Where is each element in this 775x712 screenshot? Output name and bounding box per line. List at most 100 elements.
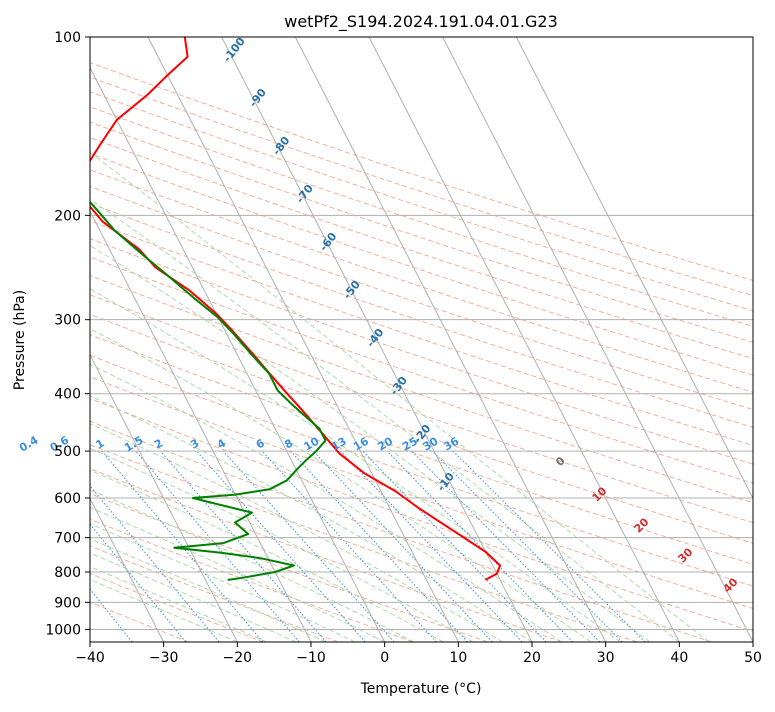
mixing-ratio-label: 0.4 — [17, 433, 41, 454]
x-tick-label: 50 — [744, 650, 762, 666]
y-tick-label: 400 — [54, 387, 81, 403]
mixing-ratio-line — [362, 450, 547, 642]
y-axis: 100 200 300 400 500 600 700 800 900 1000 — [45, 30, 90, 638]
dry-adiabat — [90, 354, 753, 587]
dry-adiabat-label: -100 — [221, 35, 248, 65]
mixing-ratio-line — [222, 450, 395, 642]
dry-adiabat — [90, 121, 753, 343]
mixing-ratio-line — [290, 450, 468, 642]
dry-adiabat — [90, 275, 753, 504]
x-axis: −40 −30 −20 −10 0 10 20 30 40 50 — [75, 642, 762, 666]
isotherm — [368, 37, 680, 642]
moist-adiabat — [90, 151, 710, 642]
dry-adiabat-label: -50 — [341, 278, 364, 302]
dry-adiabat — [90, 169, 753, 393]
isotherm — [90, 353, 238, 642]
dry-adiabat — [90, 601, 189, 642]
dry-adiabat — [90, 313, 753, 544]
moist-adiabat-label: 30 — [676, 545, 696, 565]
x-tick-label: −20 — [223, 650, 253, 666]
dry-adiabat — [90, 238, 753, 465]
isotherm — [515, 37, 753, 500]
x-tick-label: −30 — [149, 650, 179, 666]
mixing-ratio-line — [411, 450, 601, 642]
dry-adiabat — [90, 420, 712, 642]
y-tick-label: 600 — [54, 491, 81, 507]
moist-adiabat-label: 40 — [721, 575, 741, 595]
y-tick-label: 1000 — [45, 622, 81, 638]
background-lines — [90, 62, 753, 642]
mixing-ratio-label: 1 — [94, 437, 107, 452]
x-tick-label: 30 — [597, 650, 615, 666]
dry-adiabat — [90, 468, 563, 642]
isotherm — [294, 37, 607, 642]
dry-adiabat — [90, 185, 753, 411]
dry-adiabat — [90, 137, 753, 360]
mixing-ratio-label: 2 — [152, 437, 165, 452]
mixing-ratio-line — [312, 450, 493, 642]
y-axis-label: Pressure (hPa) — [12, 290, 28, 390]
dry-adiabat — [90, 334, 753, 565]
series-line-2 — [90, 200, 327, 581]
dry-adiabat — [90, 493, 488, 642]
mixing-ratio-label: 6 — [254, 436, 267, 451]
moist-adiabat — [90, 538, 326, 642]
y-tick-label: 100 — [54, 30, 81, 46]
dry-adiabat — [90, 444, 638, 642]
moist-adiabat — [90, 363, 562, 642]
dry-adiabat-label: -40 — [364, 326, 387, 350]
moist-adiabat — [90, 244, 651, 642]
mixing-ratio-line — [386, 450, 574, 642]
dry-adiabat — [90, 573, 264, 642]
grid — [90, 37, 753, 642]
dry-adiabat-label: -60 — [317, 230, 340, 254]
moist-adiabat — [90, 447, 474, 642]
isotherm — [90, 66, 386, 642]
moist-adiabat — [90, 198, 680, 642]
mixing-ratio-line — [431, 450, 623, 642]
x-tick-label: 20 — [523, 650, 541, 666]
mixing-ratio-line — [261, 450, 437, 642]
mixing-ratio-line — [90, 485, 220, 642]
dry-adiabat — [90, 294, 753, 524]
moist-adiabat — [90, 566, 267, 642]
y-tick-label: 700 — [54, 531, 81, 547]
moist-adiabat — [90, 489, 415, 642]
moist-adiabat — [90, 523, 356, 642]
dry-adiabat — [90, 202, 753, 428]
isotherm — [90, 497, 165, 642]
x-tick-label: 0 — [380, 650, 389, 666]
mixing-ratio-line — [160, 450, 327, 642]
isotherm — [221, 37, 533, 642]
x-tick-label: 40 — [670, 650, 688, 666]
y-tick-label: 800 — [54, 565, 81, 581]
isotherm — [90, 210, 312, 642]
x-tick-label: 10 — [449, 650, 467, 666]
series-layer — [90, 37, 502, 581]
dry-adiabat — [90, 398, 753, 632]
isotherm — [442, 37, 753, 642]
y-tick-label: 900 — [54, 595, 81, 611]
chart-title: wetPf2_S194.2024.191.04.01.G23 — [284, 12, 558, 32]
moist-adiabat — [90, 288, 621, 642]
mixing-ratio-line — [90, 523, 187, 642]
y-tick-label: 300 — [54, 313, 81, 329]
dry-adiabat — [90, 76, 753, 297]
moist-adiabat — [90, 579, 238, 642]
moist-adiabat — [90, 395, 533, 642]
dry-adiabat — [90, 91, 753, 312]
moist-adiabat-label: 0 — [553, 454, 568, 469]
mixing-ratio-line — [196, 450, 366, 642]
dry-adiabat — [90, 220, 753, 447]
isotherm — [147, 37, 459, 642]
x-tick-label: −10 — [296, 650, 326, 666]
plot-frame — [89, 36, 754, 643]
moist-adiabat — [90, 552, 297, 642]
moist-adiabat — [90, 469, 444, 642]
series-line-1 — [90, 37, 502, 581]
y-tick-label: 500 — [54, 444, 81, 460]
dry-adiabat — [90, 106, 753, 327]
moist-adiabat — [90, 423, 503, 642]
